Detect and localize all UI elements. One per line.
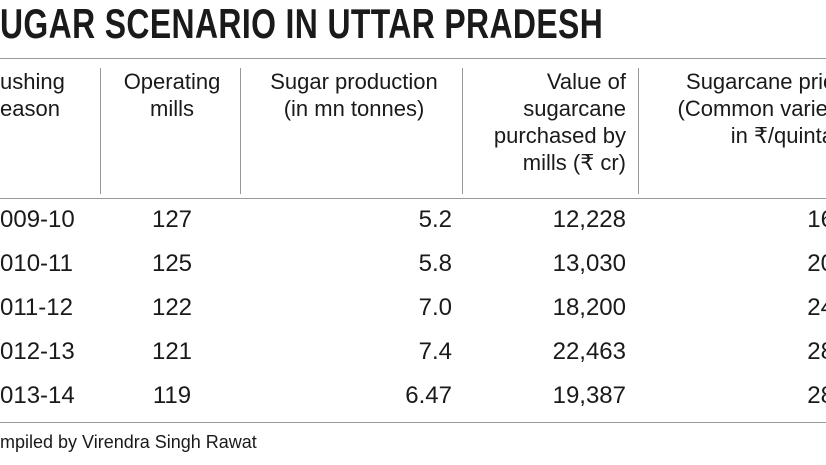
table-cell: 011-12 [0,294,73,321]
title: UGAR SCENARIO IN UTTAR PRADESH [0,0,604,47]
table-cell: 13,030 [552,250,626,277]
table-cell: 28 [807,338,826,365]
header-line: mills [150,96,194,121]
rule [0,58,826,59]
header-line: purchased by [493,123,626,148]
table-cell: 5.8 [418,250,452,277]
header-line: mills (₹ cr) [522,150,626,175]
table-cell: 6.47 [405,382,452,409]
table-cell: 20 [807,250,826,277]
divider [462,68,463,194]
table-cell: 5.2 [418,206,452,233]
table-cell: 127 [151,206,193,233]
table-cell: 24 [807,294,826,321]
header-line: Value of [546,69,626,94]
table-cell: 010-11 [0,250,73,277]
header-line: eason [0,96,60,121]
header-line: ushing [0,69,65,94]
table-cell: 16 [807,206,826,233]
header-line: Sugar production [270,69,438,94]
table-cell: 121 [151,338,193,365]
column-header: Sugar production (in mn tonnes) [256,68,452,122]
divider [100,68,101,194]
table-cell: 125 [151,250,193,277]
header-line: sugarcane [523,96,626,121]
table-cell: 22,463 [552,338,626,365]
column-header: Value of sugarcane purchased by mills (₹ cr… [494,68,626,176]
table-cell: 012-13 [0,338,75,365]
header-line: in ₹/quinta [730,123,826,148]
header-line: Operating [123,69,221,94]
table-cell: 122 [151,294,193,321]
table-cell: 28 [807,382,826,409]
table-cell: 7.4 [418,338,452,365]
table-cell: 18,200 [552,294,626,321]
header-line: (in mn tonnes) [283,96,425,121]
rule [0,198,826,199]
table-cell: 013-14 [0,382,75,409]
column-header: ushing eason [0,68,65,122]
divider [240,68,241,194]
column-header: Operating mills [102,68,242,122]
column-header: Sugarcane pric (Common variet in ₹/quinta [678,68,826,149]
divider [638,68,639,194]
header-line: Sugarcane pric [686,69,826,94]
table-cell: 009-10 [0,206,75,233]
rule [0,422,826,423]
table-cell: 7.0 [418,294,452,321]
table-cell: 12,228 [552,206,626,233]
table-cell: 119 [152,382,192,409]
credit: mpiled by Virendra Singh Rawat [0,432,257,452]
table-cell: 19,387 [552,382,626,409]
header-line: (Common variet [677,96,826,121]
